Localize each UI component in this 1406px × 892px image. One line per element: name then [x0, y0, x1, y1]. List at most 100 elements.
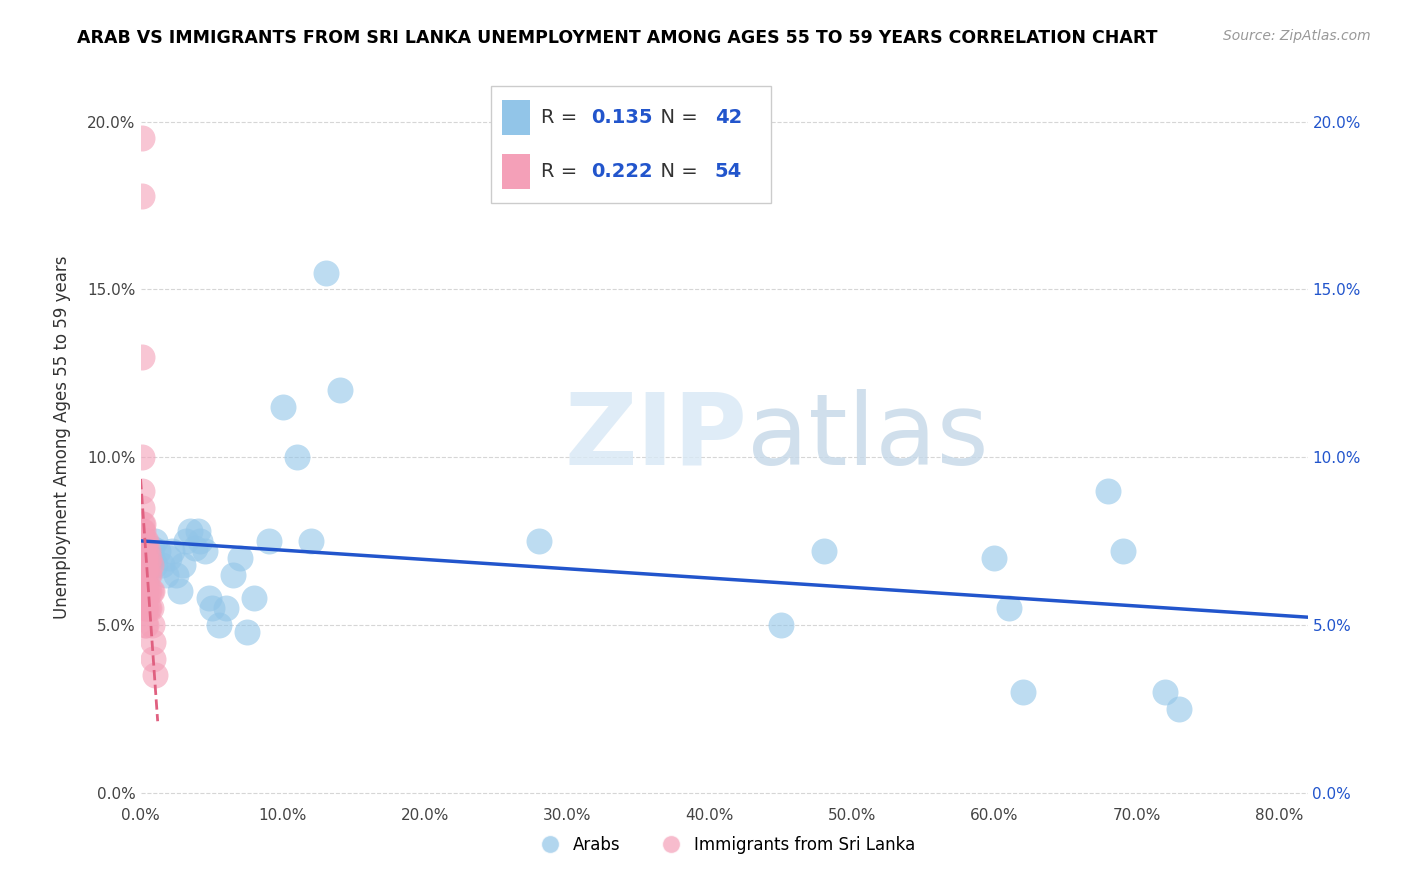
Point: [131, 524, 153, 538]
Point: [141, 550, 163, 565]
Point: [186, 524, 208, 538]
Point: [201, 601, 224, 615]
Point: [132, 541, 155, 555]
Point: [132, 550, 155, 565]
Point: [134, 601, 156, 615]
Point: [139, 601, 162, 615]
Point: [172, 558, 194, 572]
Point: [141, 618, 163, 632]
Point: [257, 534, 280, 549]
Point: [169, 584, 191, 599]
Point: [315, 266, 337, 280]
Point: [236, 624, 259, 639]
Point: [143, 558, 166, 572]
Point: [131, 131, 153, 145]
Text: ARAB VS IMMIGRANTS FROM SRI LANKA UNEMPLOYMENT AMONG AGES 55 TO 59 YEARS CORRELA: ARAB VS IMMIGRANTS FROM SRI LANKA UNEMPL…: [77, 29, 1157, 47]
Point: [134, 578, 156, 592]
Y-axis label: Unemployment Among Ages 55 to 59 years: Unemployment Among Ages 55 to 59 years: [52, 255, 70, 619]
Point: [136, 601, 159, 615]
Point: [134, 584, 156, 599]
Point: [179, 524, 201, 538]
Point: [134, 567, 156, 582]
Point: [1111, 544, 1133, 558]
Text: atlas: atlas: [748, 389, 988, 485]
Point: [134, 558, 156, 572]
Point: [194, 544, 217, 558]
Point: [131, 517, 153, 532]
Point: [135, 584, 157, 599]
Point: [135, 544, 157, 558]
Point: [1168, 702, 1191, 716]
Point: [134, 534, 156, 549]
Point: [136, 558, 159, 572]
Point: [150, 558, 173, 572]
Point: [143, 668, 166, 682]
Point: [229, 550, 252, 565]
Point: [131, 500, 153, 515]
Point: [997, 601, 1019, 615]
Point: [1097, 483, 1119, 498]
Point: [134, 618, 156, 632]
Point: [135, 601, 157, 615]
Point: [299, 534, 322, 549]
Point: [132, 578, 155, 592]
Point: [141, 584, 163, 599]
Point: [190, 534, 212, 549]
Point: [131, 188, 153, 202]
Point: [136, 567, 159, 582]
Point: [983, 550, 1005, 565]
Point: [183, 541, 205, 555]
Point: [131, 550, 153, 565]
Point: [1154, 685, 1177, 699]
Point: [139, 584, 162, 599]
Point: [143, 534, 166, 549]
Point: [285, 450, 308, 465]
Point: [132, 517, 155, 532]
Point: [131, 483, 153, 498]
Point: [132, 524, 155, 538]
Point: [132, 558, 155, 572]
Point: [134, 591, 156, 606]
Point: [132, 584, 155, 599]
Point: [142, 651, 165, 665]
Point: [131, 350, 153, 364]
Text: Source: ZipAtlas.com: Source: ZipAtlas.com: [1223, 29, 1371, 44]
Point: [222, 567, 245, 582]
Point: [271, 400, 294, 414]
Point: [1012, 685, 1035, 699]
Point: [329, 383, 352, 397]
Point: [141, 541, 163, 555]
Point: [174, 534, 197, 549]
Point: [135, 534, 157, 549]
Point: [131, 534, 153, 549]
Point: [769, 618, 792, 632]
Point: [132, 591, 155, 606]
Point: [527, 534, 550, 549]
Point: [243, 591, 266, 606]
Point: [135, 567, 157, 582]
Point: [155, 567, 177, 582]
Point: [136, 544, 159, 558]
Point: [136, 584, 159, 599]
Point: [813, 544, 835, 558]
Point: [134, 544, 156, 558]
Point: [198, 591, 221, 606]
Point: [146, 544, 169, 558]
Point: [131, 450, 153, 465]
Point: [135, 558, 157, 572]
Point: [135, 618, 157, 632]
Point: [138, 550, 160, 565]
Point: [157, 550, 180, 565]
Legend: Arabs, Immigrants from Sri Lanka: Arabs, Immigrants from Sri Lanka: [526, 829, 922, 860]
Point: [138, 567, 160, 582]
Point: [132, 534, 155, 549]
Point: [138, 601, 160, 615]
Point: [208, 618, 231, 632]
Point: [165, 567, 187, 582]
Point: [132, 567, 155, 582]
Point: [215, 601, 238, 615]
Text: ZIP: ZIP: [565, 389, 748, 485]
Point: [138, 584, 160, 599]
Point: [160, 544, 183, 558]
Point: [134, 550, 156, 565]
